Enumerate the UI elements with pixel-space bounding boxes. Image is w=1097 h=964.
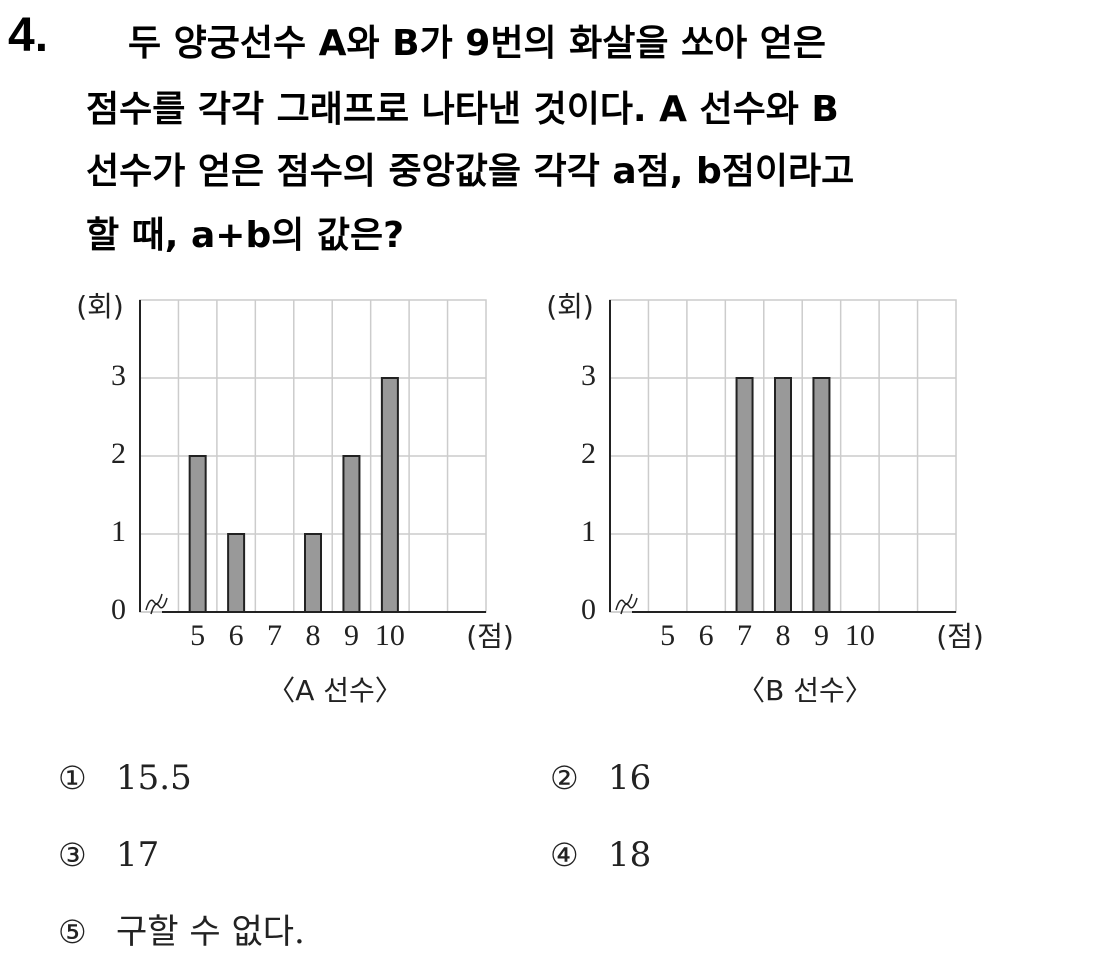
choice-text: 15.5 (116, 758, 192, 798)
choice-mark: ④ (550, 836, 579, 874)
x-tick-label: 7 (267, 619, 282, 652)
choice-text: 16 (608, 758, 651, 798)
bar (188, 455, 207, 613)
question-number: 4. (8, 9, 49, 62)
choice-mark: ③ (58, 836, 87, 874)
x-tick-label: 5 (660, 619, 675, 652)
y-tick-label: 1 (111, 515, 126, 548)
x-tick-label: 10 (375, 619, 405, 652)
choice-mark: ② (550, 759, 579, 797)
choice-text: 구할 수 없다. (116, 912, 305, 952)
x-tick-label: 6 (229, 619, 244, 652)
x-axis-label: (점) (936, 620, 984, 653)
y-axis-label: (회) (546, 290, 594, 323)
y-tick-label: 2 (111, 437, 126, 470)
bar (342, 455, 361, 613)
y-tick-label: 2 (581, 437, 596, 470)
choice-mark: ⑤ (58, 913, 87, 951)
x-tick-label: 9 (814, 619, 829, 652)
x-tick-label: 8 (306, 619, 321, 652)
axis-break (145, 593, 168, 615)
question-line: 두 양궁선수 A와 B가 9번의 화살을 쏘아 얻은 (128, 23, 827, 64)
x-tick-label: 7 (737, 619, 752, 652)
bar (380, 377, 399, 613)
x-tick-label: 5 (190, 619, 205, 652)
question-line: 선수가 얻은 점수의 중앙값을 각각 a점, b점이라고 (86, 151, 855, 192)
choice-text: 17 (116, 835, 159, 875)
x-tick-label: 10 (845, 619, 875, 652)
y-tick-label: 3 (111, 359, 126, 392)
x-axis-label: (점) (466, 620, 514, 653)
chart-title: 〈A 선수〉 (267, 674, 403, 707)
choice-mark: ① (58, 759, 87, 797)
axis-break (615, 593, 638, 615)
bar (735, 377, 754, 613)
bar (227, 533, 246, 613)
x-tick-label: 6 (699, 619, 714, 652)
x-tick-label: 8 (776, 619, 791, 652)
y-tick-label: 0 (581, 593, 596, 626)
y-tick-label: 1 (581, 515, 596, 548)
choice-text: 18 (608, 835, 651, 875)
bar (774, 377, 792, 613)
x-tick-label: 9 (344, 619, 359, 652)
y-tick-label: 0 (111, 593, 126, 626)
bar (304, 533, 322, 613)
y-axis-label: (회) (76, 290, 124, 323)
question-line: 점수를 각각 그래프로 나타낸 것이다. A 선수와 B (86, 89, 839, 130)
chart-title: 〈B 선수〉 (737, 674, 873, 707)
bar (812, 377, 831, 613)
y-tick-label: 3 (581, 359, 596, 392)
question-line: 할 때, a+b의 값은? (86, 215, 404, 256)
